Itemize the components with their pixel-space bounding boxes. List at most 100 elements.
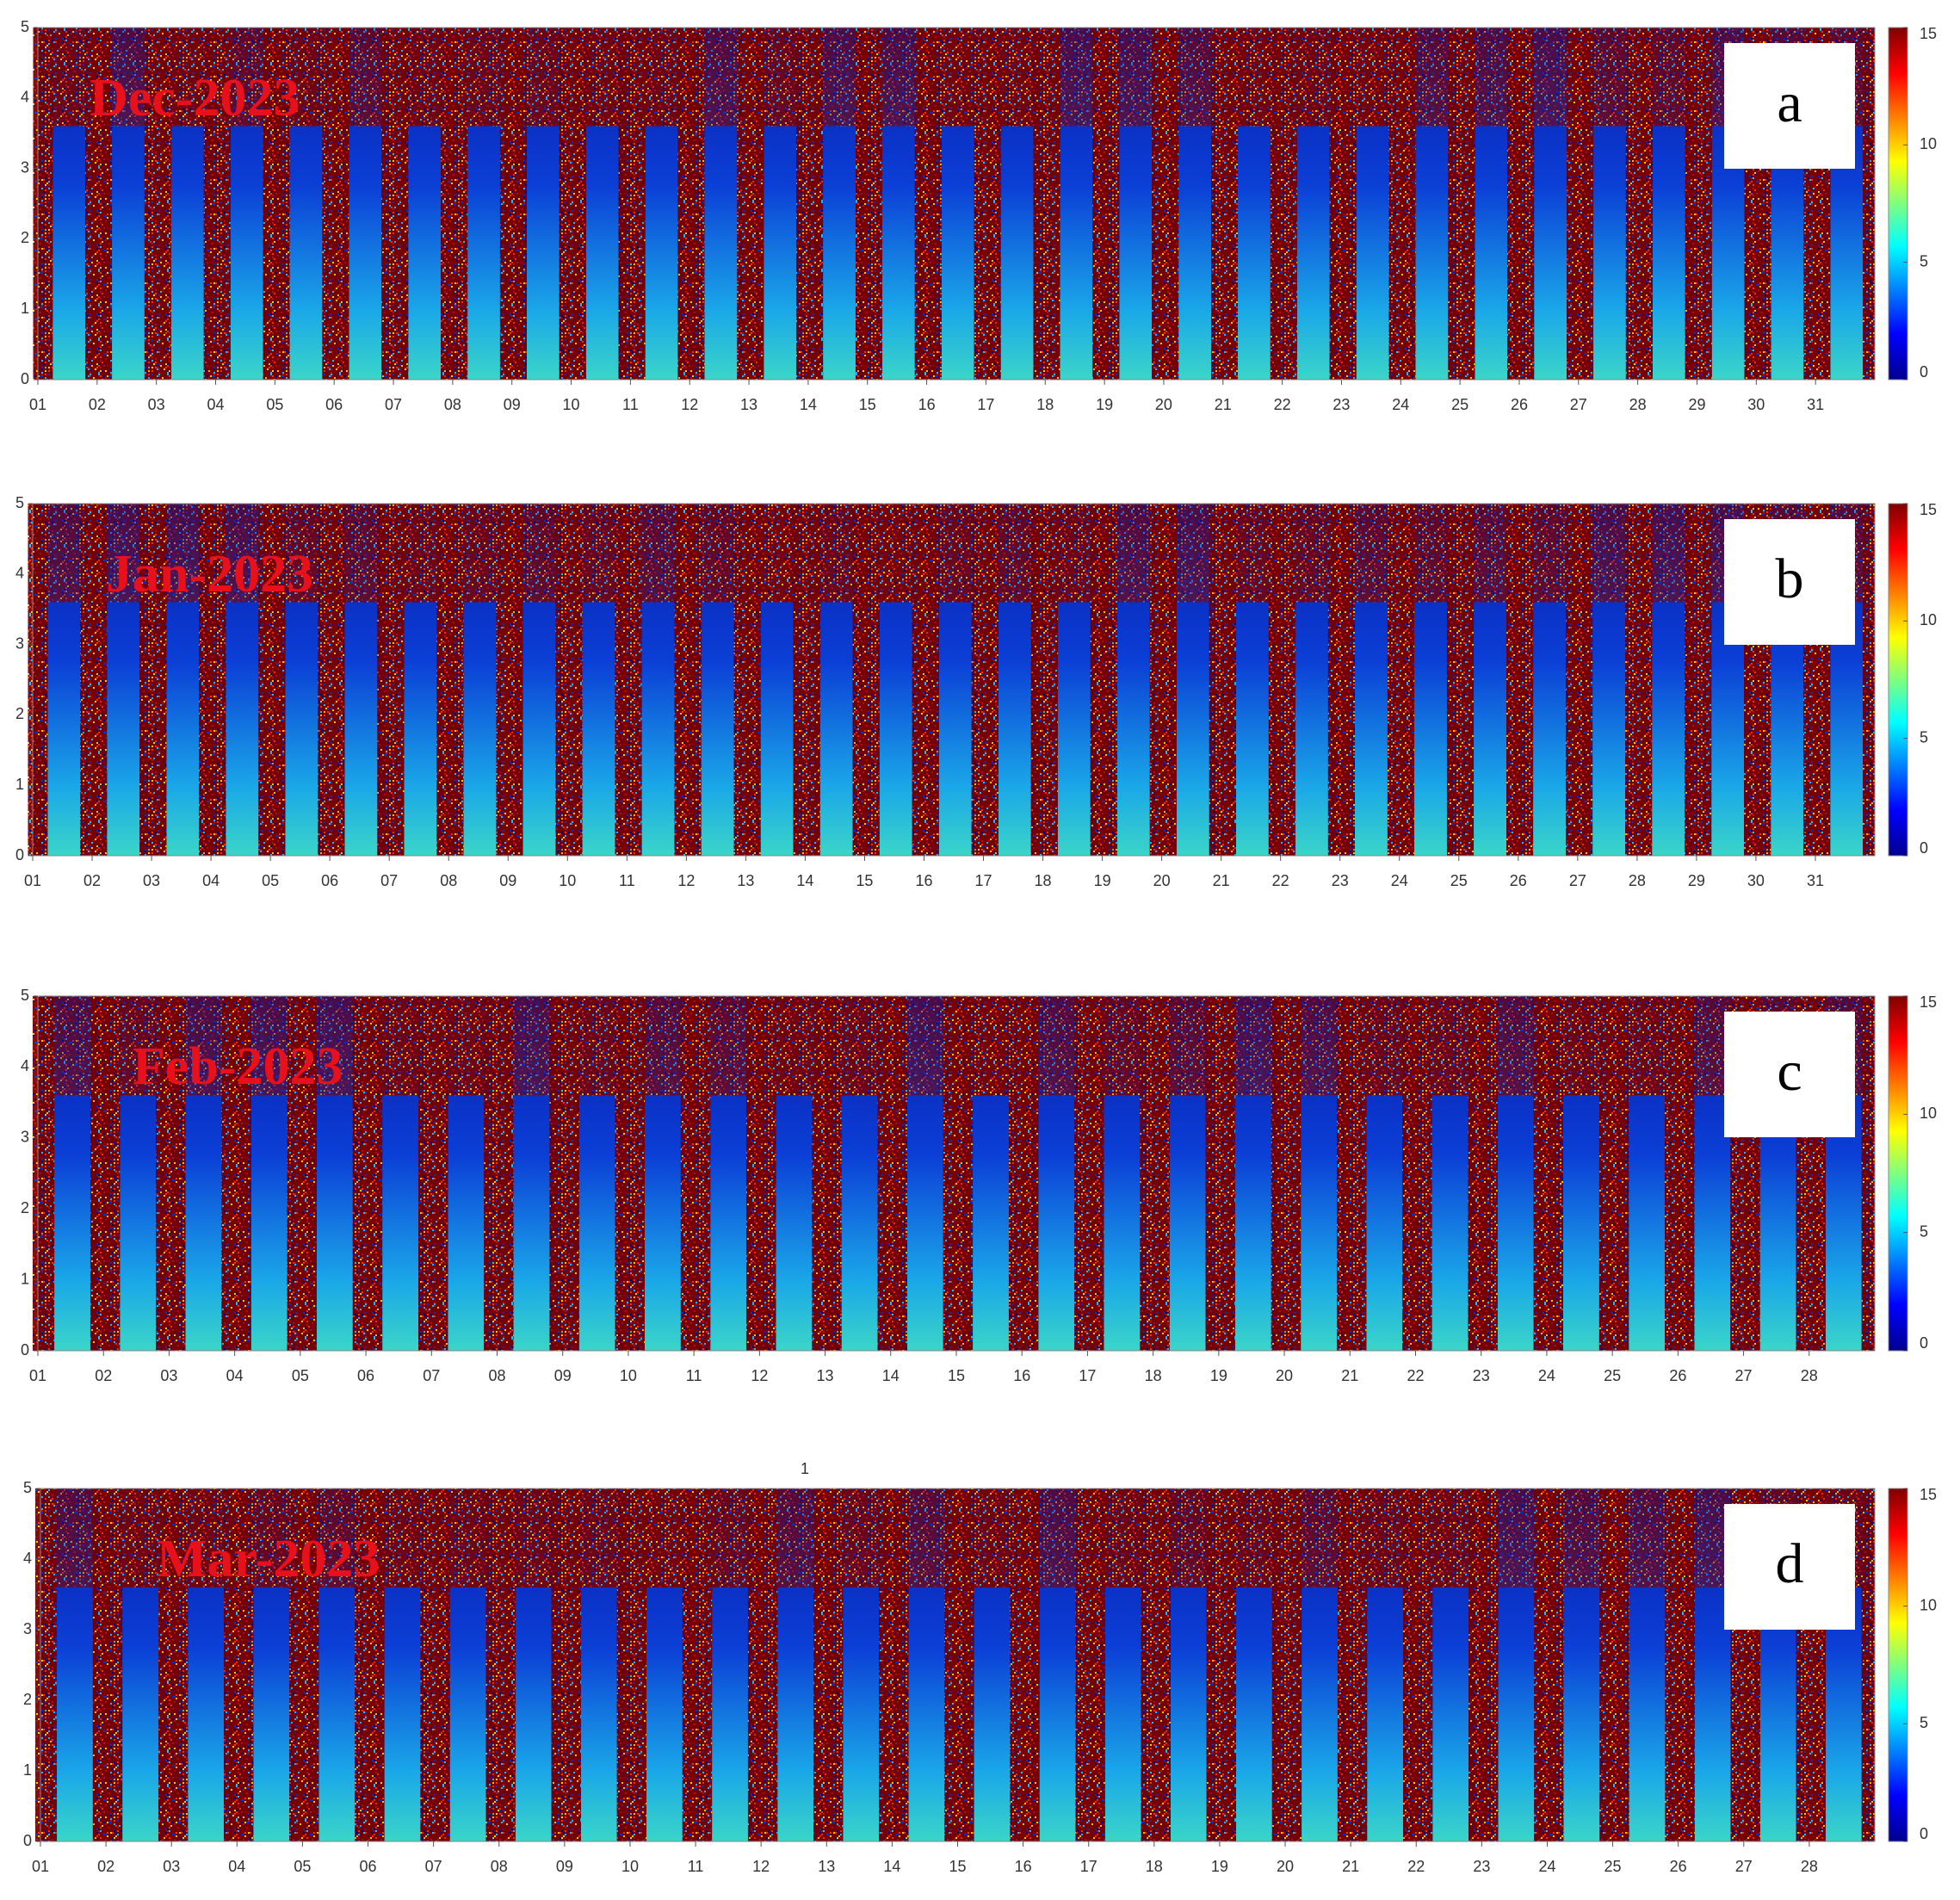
x-tick-label: 17	[1080, 1858, 1097, 1875]
night-noise	[428, 1488, 450, 1841]
x-tick-label: 23	[1473, 1858, 1490, 1875]
day-noise-top	[645, 28, 678, 127]
night-noise	[1394, 504, 1414, 856]
night-noise	[887, 1488, 909, 1841]
day-noise-top	[1652, 504, 1685, 603]
x-tick-label: 06	[325, 396, 343, 413]
colorbar-tick-label: 10	[1920, 1596, 1937, 1613]
colorbar	[1888, 503, 1908, 857]
day-noise-top	[285, 504, 318, 603]
x-tick-label: 10	[559, 872, 576, 889]
x-tick-label: 09	[504, 396, 521, 413]
x-tick-label: 02	[89, 396, 106, 413]
x-tick-label: 28	[1801, 1367, 1818, 1384]
colorbar-tick-label: 5	[1920, 728, 1928, 746]
day-noise-top	[941, 28, 974, 127]
night-noise	[1513, 504, 1534, 856]
colorbar-tick-label: 15	[1920, 993, 1937, 1011]
y-tick-label: 2	[21, 1199, 29, 1216]
x-tick-label: 13	[740, 396, 757, 413]
night-noise	[1475, 996, 1498, 1351]
colorbar-tick-label: 10	[1920, 1105, 1937, 1122]
x-tick-label: 08	[440, 872, 457, 889]
night-noise	[684, 28, 705, 380]
night-noise	[294, 996, 317, 1351]
day-noise-top	[841, 996, 878, 1096]
day-noise-top	[408, 28, 442, 127]
night-noise	[87, 504, 108, 856]
night-noise	[507, 28, 527, 380]
colorbar-tick-label: 15	[1920, 501, 1937, 518]
night-noise	[206, 504, 226, 856]
panel-label: c	[1777, 1040, 1802, 1103]
night-noise	[151, 28, 171, 380]
x-tick-label: 04	[226, 1367, 244, 1384]
colorbar-tick-label: 15	[1920, 25, 1937, 42]
day-noise-top	[760, 504, 794, 603]
night-noise	[1633, 28, 1653, 380]
night-noise	[1514, 28, 1535, 380]
x-tick-label: 27	[1735, 1367, 1753, 1384]
x-tick-label: 26	[1510, 872, 1527, 889]
night-noise	[1276, 504, 1295, 856]
day-noise-top	[1366, 996, 1403, 1096]
x-tick-label: 12	[752, 1858, 770, 1875]
panel-label: a	[1777, 71, 1802, 134]
x-tick-label: 17	[977, 396, 994, 413]
x-tick-label: 27	[1569, 872, 1586, 889]
panel-label: b	[1776, 548, 1804, 610]
night-noise	[325, 504, 345, 856]
y-tick-label: 0	[15, 846, 24, 863]
y-tick-label: 3	[23, 1620, 32, 1637]
day-noise-top	[843, 1488, 880, 1587]
x-tick-label: 05	[294, 1858, 311, 1875]
x-tick-label: 19	[1096, 396, 1113, 413]
x-tick-label: 25	[1604, 1858, 1622, 1875]
night-noise	[980, 28, 1001, 380]
night-noise	[1410, 996, 1432, 1351]
night-noise	[443, 504, 464, 856]
night-noise	[1672, 1488, 1695, 1841]
night-noise	[1017, 1488, 1040, 1841]
night-noise	[557, 996, 579, 1351]
x-tick-label: 02	[97, 1858, 114, 1875]
x-tick-label: 14	[883, 1858, 900, 1875]
x-tick-label: 29	[1688, 872, 1705, 889]
x-tick-label: 21	[1213, 872, 1230, 889]
x-tick-label: 31	[1807, 872, 1824, 889]
day-noise-top	[1356, 28, 1389, 127]
y-tick-label: 0	[21, 1341, 29, 1358]
x-tick-label: 29	[1688, 396, 1705, 413]
day-noise-top	[230, 28, 263, 127]
day-noise-top	[185, 996, 222, 1096]
day-noise-top	[582, 504, 615, 603]
x-tick-label: 25	[1450, 872, 1468, 889]
night-noise	[863, 28, 882, 380]
night-noise	[1863, 504, 1875, 856]
night-noise	[1218, 28, 1238, 380]
x-tick-label: 28	[1801, 1858, 1818, 1875]
x-tick-label: 16	[1013, 1367, 1030, 1384]
night-noise	[384, 504, 405, 856]
day-noise-top	[1652, 28, 1685, 127]
x-tick-label: 02	[83, 872, 101, 889]
night-noise	[950, 996, 974, 1351]
night-noise	[269, 28, 290, 380]
x-tick-label: 04	[228, 1858, 245, 1875]
x-tick-label: 30	[1747, 396, 1765, 413]
panel-label: d	[1776, 1532, 1804, 1595]
night-noise	[740, 504, 761, 856]
night-noise	[978, 504, 999, 856]
night-noise	[681, 504, 702, 856]
x-tick-label: 13	[818, 1858, 835, 1875]
x-tick-label: 14	[882, 1367, 900, 1384]
day-noise-top	[1629, 996, 1666, 1096]
x-tick-label: 07	[385, 396, 402, 413]
day-noise-top	[973, 996, 1009, 1096]
day-noise-top	[712, 1488, 748, 1587]
day-noise-top	[704, 28, 738, 127]
night-noise	[34, 1488, 58, 1841]
x-tick-label: 20	[1155, 396, 1172, 413]
night-noise	[1345, 996, 1367, 1351]
x-tick-label: 25	[1604, 1367, 1621, 1384]
